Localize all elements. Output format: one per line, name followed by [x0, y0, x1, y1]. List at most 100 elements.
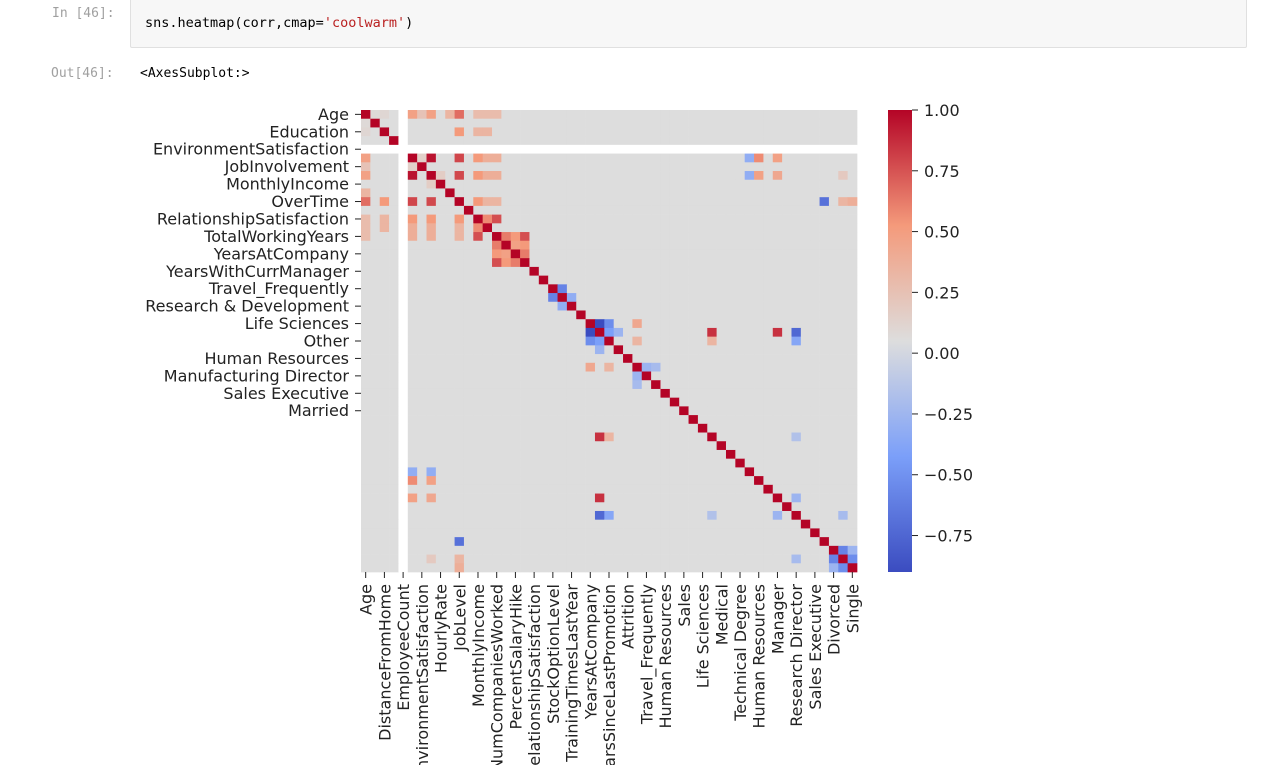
heatmap-cell	[810, 528, 820, 538]
heatmap-cell	[473, 528, 484, 538]
heatmap-cell	[463, 432, 474, 442]
heatmap-cell	[623, 223, 633, 233]
heatmap-cell	[473, 214, 484, 224]
heatmap-cell	[660, 144, 671, 154]
heatmap-cell	[651, 528, 661, 538]
heatmap-cell	[370, 232, 381, 242]
heatmap-cell	[782, 266, 792, 276]
heatmap-cell	[454, 415, 465, 425]
heatmap-cell	[819, 537, 830, 547]
heatmap-cell	[660, 258, 671, 268]
heatmap-cell	[594, 362, 605, 372]
heatmap-cell	[557, 563, 568, 573]
heatmap-cell	[473, 197, 484, 207]
heatmap-cell	[463, 293, 474, 303]
heatmap-cell	[819, 319, 830, 329]
heatmap-cell	[557, 179, 568, 189]
heatmap-cell	[566, 110, 577, 120]
heatmap-cell	[463, 545, 474, 555]
heatmap-cell	[725, 197, 736, 207]
heatmap-cell	[389, 528, 399, 538]
heatmap-cell	[660, 380, 671, 390]
heatmap-cell	[660, 127, 671, 137]
heatmap-cell	[604, 545, 615, 555]
heatmap-cell	[435, 563, 446, 573]
heatmap-cell	[557, 249, 568, 259]
heatmap-cell	[669, 136, 680, 146]
heatmap-cell	[426, 519, 437, 529]
heatmap-cell	[520, 510, 530, 521]
heatmap-cell	[594, 554, 605, 564]
heatmap-cell	[613, 179, 624, 189]
heatmap-cell	[669, 484, 680, 494]
heatmap-cell	[660, 301, 671, 311]
heatmap-cell	[707, 127, 717, 137]
heatmap-cell	[454, 136, 465, 146]
heatmap-cell	[463, 258, 474, 268]
heatmap-cell	[501, 537, 512, 547]
heatmap-cell	[445, 467, 455, 477]
heatmap-cell	[361, 179, 371, 189]
heatmap-cell	[510, 214, 521, 224]
heatmap-cell	[688, 415, 699, 425]
heatmap-cell	[623, 179, 633, 189]
heatmap-cell	[838, 493, 848, 503]
heatmap-cell	[361, 136, 371, 146]
heatmap-cell	[697, 127, 708, 137]
heatmap-cell	[641, 240, 652, 250]
heatmap-cell	[585, 432, 596, 442]
heatmap-cell	[782, 563, 792, 573]
heatmap-cell	[463, 528, 474, 538]
heatmap-cell	[417, 205, 427, 215]
heatmap-cell	[744, 563, 755, 573]
code-input-cell[interactable]: sns.heatmap(corr,cmap='coolwarm')	[130, 0, 1247, 48]
y-tick-label: Life Sciences	[245, 314, 349, 333]
code-text[interactable]: sns.heatmap(corr,cmap='coolwarm')	[145, 15, 413, 31]
heatmap-cell	[463, 484, 474, 494]
heatmap-cell	[754, 293, 764, 303]
heatmap-cell	[548, 179, 558, 189]
heatmap-cell	[641, 476, 652, 486]
heatmap-cell	[660, 371, 671, 381]
heatmap-cell	[772, 293, 783, 303]
heatmap-cell	[501, 528, 512, 538]
heatmap-cell	[566, 493, 577, 503]
heatmap-cell	[754, 415, 764, 425]
heatmap-cell	[407, 171, 418, 181]
heatmap-cell	[782, 118, 792, 128]
heatmap-cell	[379, 232, 390, 242]
heatmap-cell	[407, 240, 418, 250]
heatmap-cell	[782, 406, 792, 416]
heatmap-cell	[473, 354, 484, 364]
heatmap-cell	[838, 380, 848, 390]
heatmap-cell	[361, 449, 371, 460]
heatmap-cell	[510, 406, 521, 416]
heatmap-cell	[725, 537, 736, 547]
heatmap-cell	[716, 240, 727, 250]
heatmap-cell	[557, 388, 568, 399]
heatmap-cell	[389, 293, 399, 303]
heatmap-cell	[407, 458, 418, 468]
heatmap-cell	[828, 284, 839, 294]
heatmap-cell	[772, 467, 783, 477]
heatmap-cell	[538, 441, 549, 451]
heatmap-cell	[791, 275, 802, 285]
heatmap-cell	[669, 345, 680, 355]
heatmap-cell	[576, 240, 586, 250]
heatmap-cell	[838, 240, 848, 250]
heatmap-cell	[492, 563, 502, 573]
heatmap-cell	[426, 528, 437, 538]
heatmap-cell	[679, 415, 689, 425]
heatmap-cell	[435, 554, 446, 564]
heatmap-cell	[697, 493, 708, 503]
heatmap-cell	[800, 127, 811, 137]
heatmap-cell	[716, 144, 727, 154]
heatmap-cell	[641, 502, 652, 512]
heatmap-cell	[604, 179, 615, 189]
heatmap-cell	[407, 467, 418, 477]
heatmap-cell	[361, 345, 371, 355]
heatmap-cell	[529, 188, 540, 198]
heatmap-cell	[651, 441, 661, 451]
heatmap-cell	[473, 345, 484, 355]
